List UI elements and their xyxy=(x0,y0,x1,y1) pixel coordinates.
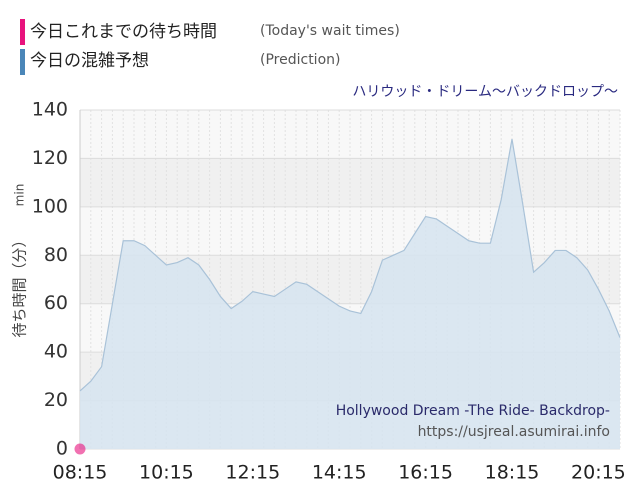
legend-note: (Prediction) xyxy=(260,52,340,68)
watermark: Hollywood Dream -The Ride- Backdrop- xyxy=(336,403,610,419)
x-tick-label: 12:15 xyxy=(225,462,280,484)
area-line xyxy=(79,138,621,392)
x-tick-label: 16:15 xyxy=(398,462,453,484)
x-tick-label: 10:15 xyxy=(139,462,194,484)
y-tick-label: 80 xyxy=(44,244,68,266)
area-fill xyxy=(80,139,620,450)
legend-swatch xyxy=(20,19,25,45)
y-tick-label: 120 xyxy=(32,147,68,169)
x-tick-label: 08:15 xyxy=(53,462,108,484)
x-tick-label: 18:15 xyxy=(485,462,540,484)
legend-label: 今日これまでの待ち時間 xyxy=(30,22,217,42)
y-tick-label: 140 xyxy=(32,99,68,121)
x-tick-label: 14:15 xyxy=(312,462,367,484)
legend-label: 今日の混雑予想 xyxy=(30,51,149,71)
y-axis-unit: min xyxy=(13,184,27,207)
y-tick-label: 60 xyxy=(44,292,68,314)
watermark: https://usjreal.asumirai.info xyxy=(418,424,610,440)
y-tick-label: 20 xyxy=(44,389,68,411)
y-axis-label: 待ち時間（分） xyxy=(11,232,29,337)
chart-title: ハリウッド・ドリーム～バックドロップ～ xyxy=(352,84,618,100)
legend-swatch xyxy=(20,49,25,75)
plot xyxy=(74,109,621,455)
y-tick-label: 40 xyxy=(44,341,68,363)
point xyxy=(74,443,86,455)
y-tick-label: 0 xyxy=(56,438,68,460)
legend-note: (Today's wait times) xyxy=(260,23,400,39)
x-tick-label: 20:15 xyxy=(571,462,626,484)
y-tick-label: 100 xyxy=(32,195,68,217)
